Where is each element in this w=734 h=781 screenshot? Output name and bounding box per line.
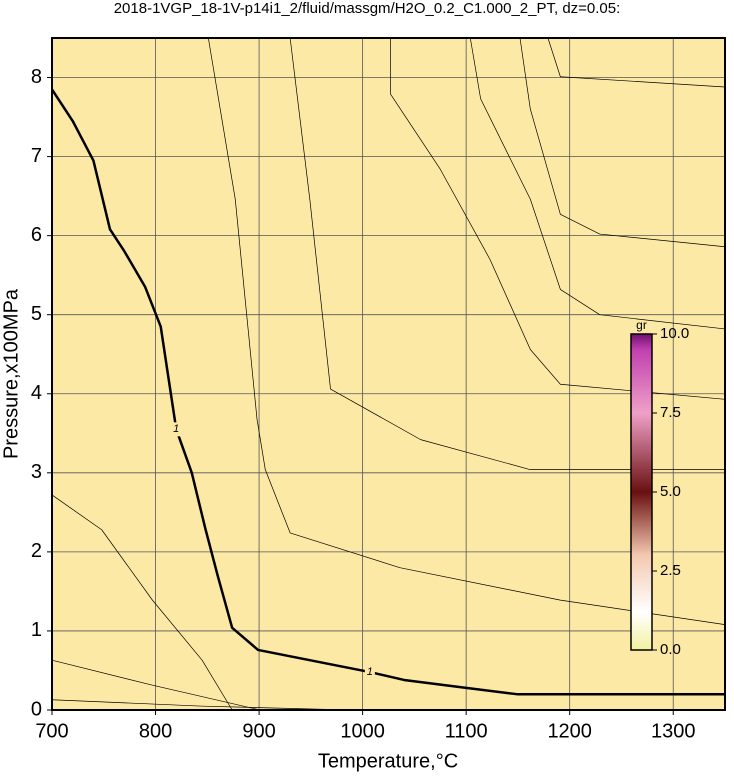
contour-label: 1 [367, 666, 373, 678]
plot-frame [51, 37, 726, 711]
contour-line [390, 38, 726, 400]
x-tick-label: 900 [242, 720, 275, 742]
contour-line-bold [50, 88, 725, 696]
plot-background [52, 38, 725, 710]
contour-line [519, 37, 726, 248]
contour-line [51, 494, 233, 711]
contour-line [207, 37, 726, 625]
colorbar-tick-label: 5.0 [660, 483, 681, 500]
y-tick-label: 8 [31, 66, 42, 88]
colorbar-tick-label: 0.0 [660, 641, 681, 658]
colorbar-tick-label: 2.5 [660, 562, 681, 579]
x-tick-label: 1300 [651, 720, 696, 742]
x-tick-label: 700 [35, 720, 68, 742]
x-tick-label: 1100 [445, 720, 488, 742]
contour-line [547, 37, 726, 88]
y-tick-label: 0 [31, 698, 42, 720]
y-tick-label: 5 [31, 303, 42, 325]
y-tick-label: 4 [31, 382, 42, 404]
contour-line [469, 37, 726, 330]
contour-label: 1 [173, 423, 179, 435]
colorbar-tick-label: 7.5 [660, 404, 681, 421]
y-tick-label: 7 [31, 145, 42, 167]
contour-line [289, 37, 725, 471]
contour-line [51, 699, 351, 711]
contour-line [51, 659, 261, 711]
contour-label-bg [364, 665, 375, 680]
colorbar-tick-label: 10.0 [660, 325, 689, 342]
contour-label-bg [171, 422, 182, 437]
x-tick-label: 800 [139, 720, 172, 742]
y-tick-label: 6 [31, 224, 42, 246]
y-tick-label: 2 [31, 540, 42, 562]
y-tick-label: 3 [31, 461, 42, 483]
x-tick-label: 1200 [547, 720, 592, 742]
y-tick-label: 1 [31, 619, 42, 641]
x-tick-label: 1000 [340, 720, 385, 742]
x-axis-label: Temperature,°C [318, 750, 458, 772]
y-axis-label: Pressure,x100MPa [0, 288, 22, 459]
colorbar-label: gr [636, 318, 647, 332]
colorbar [630, 333, 653, 651]
chart-title: 2018-1VGP_18-1V-p14i1_2/fluid/massgm/H2O… [114, 0, 621, 17]
